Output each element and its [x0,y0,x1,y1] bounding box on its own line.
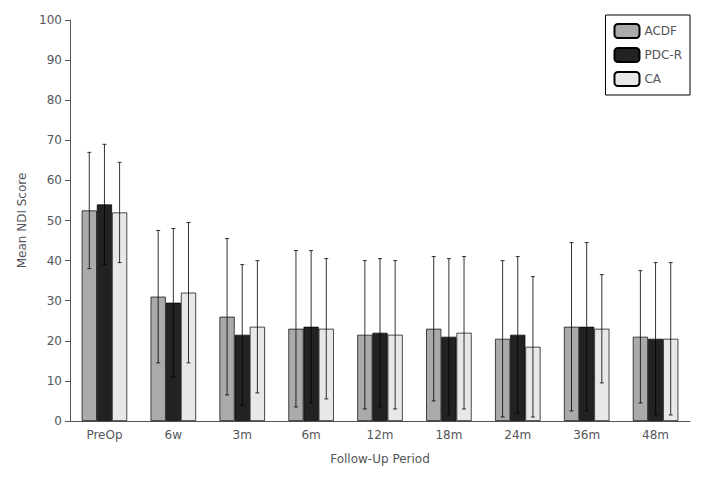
svg-text:50: 50 [47,214,62,228]
svg-text:24m: 24m [504,428,531,442]
svg-text:36m: 36m [573,428,600,442]
svg-text:3m: 3m [233,428,252,442]
svg-text:12m: 12m [367,428,394,442]
svg-text:60: 60 [47,173,62,187]
svg-text:80: 80 [47,93,62,107]
svg-text:90: 90 [47,53,62,67]
svg-text:CA: CA [644,72,661,86]
svg-text:PDC-R: PDC-R [644,48,682,62]
svg-text:70: 70 [47,133,62,147]
svg-text:48m: 48m [642,428,669,442]
svg-text:Follow-Up Period: Follow-Up Period [330,452,430,466]
svg-text:10: 10 [47,374,62,388]
svg-text:30: 30 [47,294,62,308]
svg-text:6m: 6m [301,428,320,442]
svg-text:PreOp: PreOp [86,428,122,442]
svg-text:100: 100 [39,13,62,27]
svg-text:20: 20 [47,334,62,348]
svg-text:40: 40 [47,254,62,268]
svg-text:6w: 6w [165,428,183,442]
svg-text:18m: 18m [435,428,462,442]
svg-text:ACDF: ACDF [644,24,677,38]
svg-text:0: 0 [54,414,62,428]
svg-text:Mean NDI Score: Mean NDI Score [15,173,29,269]
